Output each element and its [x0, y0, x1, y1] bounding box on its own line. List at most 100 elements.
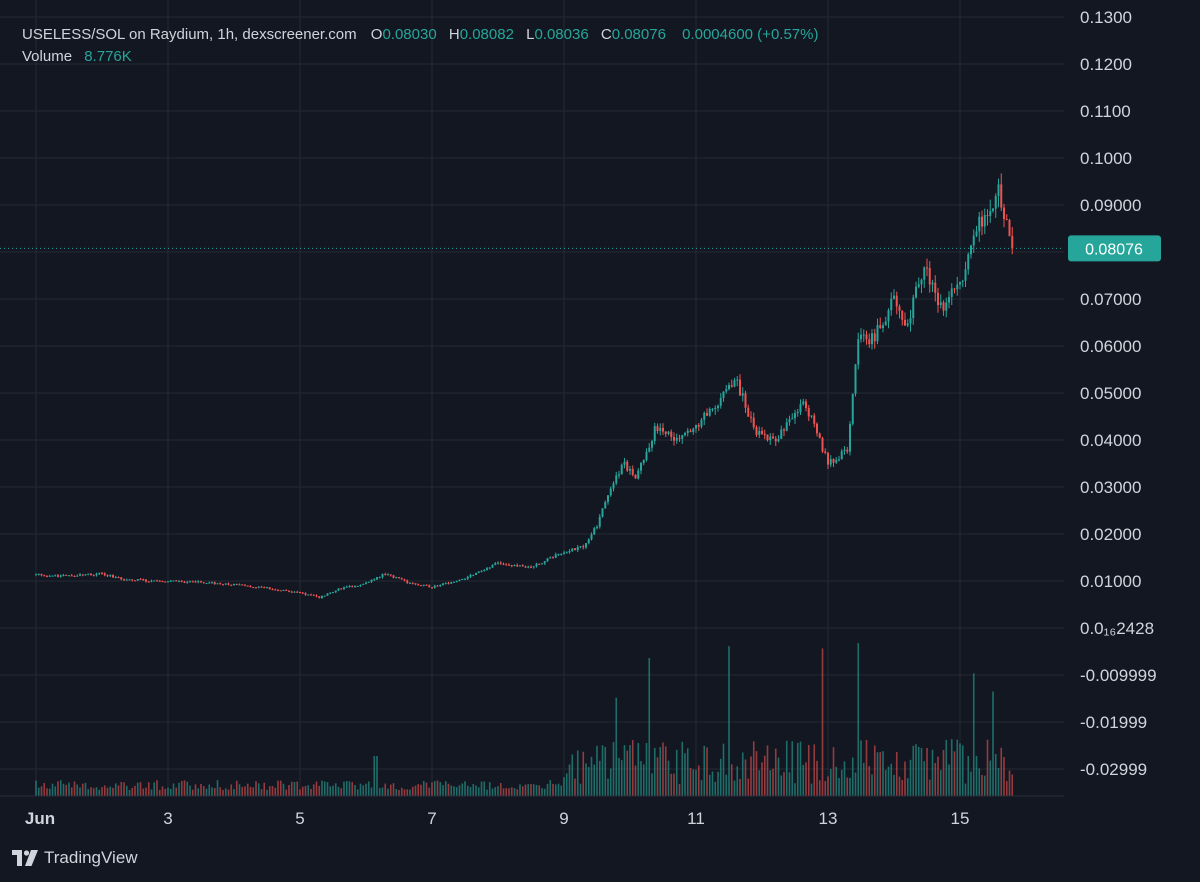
- candle-body: [686, 430, 689, 434]
- volume-bar: [70, 787, 73, 796]
- volume-bar: [376, 756, 378, 796]
- volume-bar: [191, 789, 194, 796]
- volume-bar: [153, 782, 156, 796]
- candle-body: [486, 568, 488, 570]
- candle-body: [252, 587, 255, 589]
- volume-bar: [92, 788, 95, 796]
- candle-body: [359, 584, 362, 586]
- candle-body: [733, 380, 736, 387]
- volume-bar: [417, 784, 420, 796]
- volume-bar: [920, 747, 923, 796]
- candle-body: [136, 579, 139, 581]
- candle-body: [983, 215, 986, 227]
- volume-bar: [442, 785, 444, 796]
- candle-body: [428, 585, 431, 588]
- candle-body: [378, 577, 381, 579]
- candle-body: [508, 564, 510, 566]
- candle-body: [950, 288, 953, 298]
- y-tick-label: 0.02000: [1080, 525, 1141, 544]
- volume-bar: [607, 778, 609, 796]
- candlesticks: [35, 173, 1014, 599]
- candle-body: [813, 415, 816, 424]
- volume-bar: [653, 747, 656, 796]
- volume-bar: [183, 780, 186, 796]
- volume-bar: [400, 787, 403, 796]
- last-price-tag-text: 0.08076: [1085, 241, 1143, 258]
- candle-body: [1011, 236, 1014, 249]
- volume-bar: [48, 788, 51, 796]
- volume-bar: [884, 769, 887, 796]
- volume-bar: [879, 752, 882, 796]
- volume-bar: [912, 745, 915, 796]
- candle-body: [637, 470, 640, 479]
- candle-body: [956, 284, 959, 290]
- volume-bar: [263, 782, 266, 796]
- candle-body: [937, 292, 939, 306]
- volume-bar: [923, 761, 926, 796]
- candle-body: [887, 310, 890, 322]
- volume-bar: [461, 783, 464, 796]
- candle-body: [664, 431, 667, 434]
- volume-bar: [65, 784, 68, 796]
- volume-bar: [340, 788, 343, 796]
- volume-bar: [521, 786, 524, 796]
- volume-bar: [799, 741, 802, 796]
- volume-bar: [667, 760, 670, 796]
- volume-bar: [422, 781, 425, 796]
- vertical-gridlines: [35, 0, 961, 796]
- candle-body: [788, 419, 791, 423]
- volume-bar: [513, 788, 516, 796]
- price-axis[interactable]: 0.13000.12000.11000.10000.090000.080000.…: [1080, 8, 1157, 779]
- candle-body: [227, 583, 230, 585]
- volume-bar: [186, 781, 189, 796]
- candle-body: [213, 582, 216, 585]
- candle-body: [565, 552, 568, 554]
- volume-bar: [961, 745, 964, 796]
- volume-bar: [541, 788, 543, 796]
- volume-bar: [307, 785, 310, 796]
- volume-bar: [719, 758, 722, 796]
- candle-body: [180, 580, 183, 582]
- volume-bar: [343, 781, 345, 796]
- volume-bar: [323, 781, 326, 796]
- tradingview-brand[interactable]: TradingView: [12, 848, 138, 868]
- candle-body: [98, 572, 101, 574]
- x-tick-label: 5: [295, 809, 304, 828]
- volume-bar: [398, 789, 400, 796]
- volume-bar: [483, 781, 486, 796]
- volume-bar: [230, 784, 233, 796]
- candle-body: [510, 565, 513, 567]
- volume-bar: [112, 787, 114, 796]
- candle-body: [299, 591, 301, 593]
- volume-bar: [706, 747, 708, 796]
- candle-body: [334, 590, 337, 593]
- candle-body: [524, 566, 527, 568]
- volume-bar: [898, 776, 901, 796]
- volume-bar: [926, 747, 928, 796]
- volume-bar: [120, 781, 123, 796]
- candle-body: [961, 280, 964, 282]
- candle-body: [879, 325, 882, 329]
- volume-bar: [849, 777, 851, 796]
- candle-body: [675, 437, 678, 441]
- volume-bar: [549, 780, 552, 796]
- volume-bar: [172, 783, 175, 796]
- volume-bar: [618, 757, 620, 796]
- volume-bar: [695, 769, 697, 796]
- time-axis[interactable]: Jun 3 5 7 9 11 13 15: [25, 809, 970, 828]
- y-tick-label: 0.05000: [1080, 384, 1141, 403]
- candle-body: [967, 254, 970, 270]
- volume-bar: [967, 756, 970, 796]
- low-value: 0.08036: [534, 26, 589, 43]
- volume-bar: [411, 786, 414, 796]
- candle-body: [763, 434, 766, 436]
- candle-body: [700, 419, 703, 427]
- candle-body: [560, 553, 563, 555]
- volume-bar: [722, 743, 725, 796]
- candle-body: [381, 574, 384, 578]
- y-tick-label: 0.0₁₆2428: [1080, 619, 1154, 638]
- volume-bar: [1008, 770, 1011, 796]
- volume-bar: [114, 783, 117, 796]
- candle-body: [249, 585, 252, 588]
